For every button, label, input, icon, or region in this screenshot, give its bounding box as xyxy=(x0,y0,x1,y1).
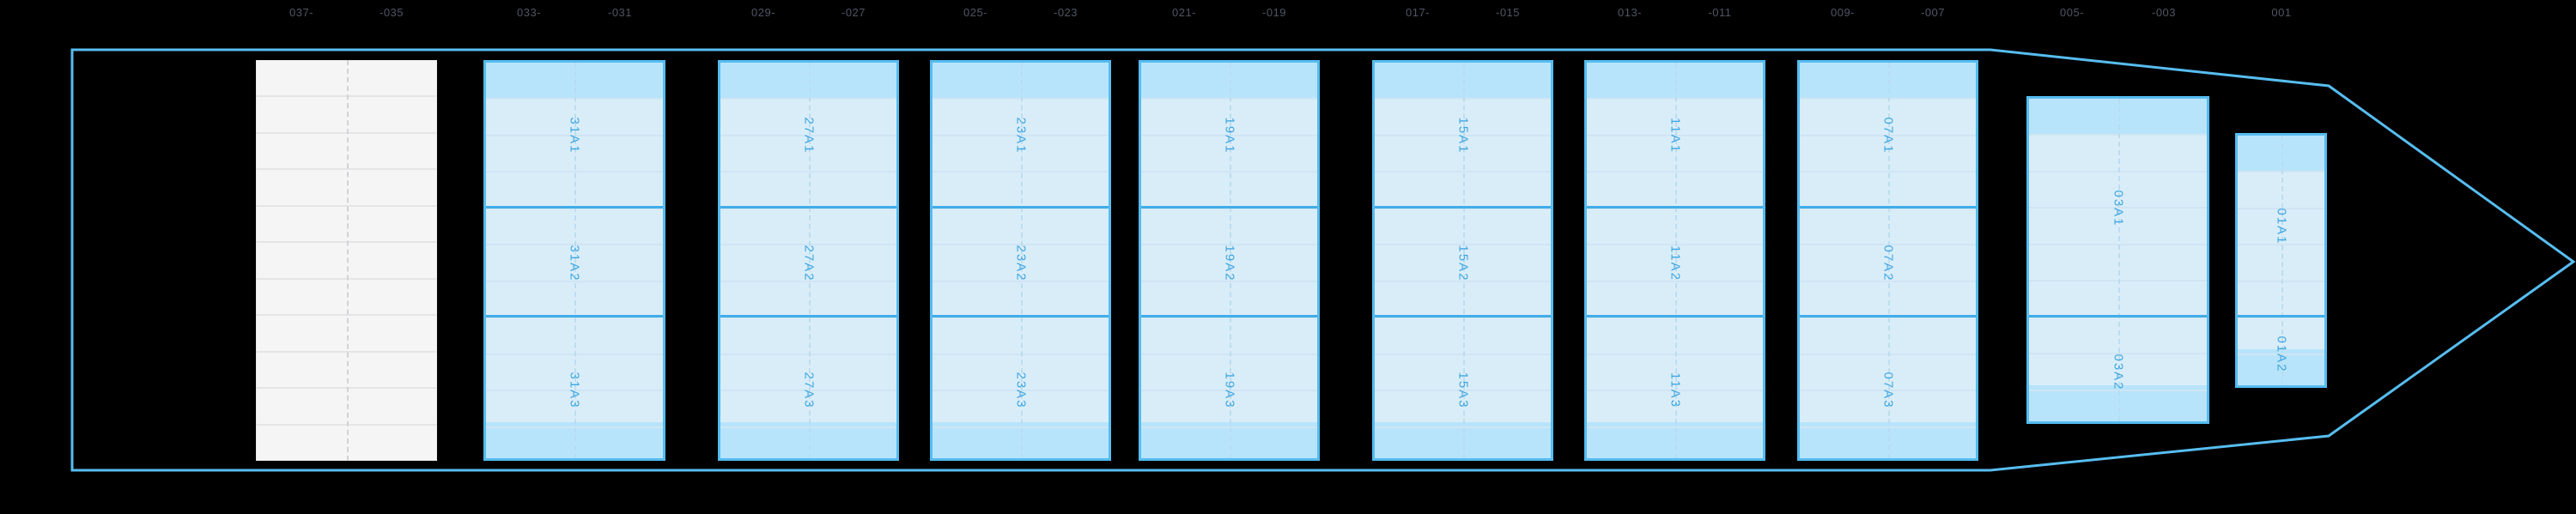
bay-section-label: 19A3 xyxy=(1222,372,1236,409)
bay-section-label: 11A3 xyxy=(1668,372,1682,408)
bay-section-label: 27A1 xyxy=(801,117,816,154)
bay-center-dash xyxy=(1020,63,1023,458)
bay-section-31A2[interactable]: 31A2 xyxy=(486,206,663,317)
bay-center-dash xyxy=(1674,63,1677,458)
bay-center-dash xyxy=(1887,63,1890,458)
ruler-label: -003 xyxy=(2151,6,2177,19)
bay-section-27A3[interactable]: 27A3 xyxy=(720,315,896,463)
bay-section-label: 15A1 xyxy=(1455,117,1470,154)
bay-section-07A1[interactable]: 07A1 xyxy=(1800,63,1976,209)
bay-center-dash xyxy=(2281,136,2283,385)
bay-section-15A3[interactable]: 15A3 xyxy=(1375,315,1551,463)
bay-center-dash xyxy=(1462,63,1465,458)
bay-section-label: 23A3 xyxy=(1013,372,1028,409)
bay-section-label: 19A2 xyxy=(1222,244,1236,282)
bay-section-label: 23A2 xyxy=(1013,244,1028,282)
bay-block-03: 03A1 03A2 xyxy=(2026,96,2209,424)
bay-section-11A1[interactable]: 11A1 xyxy=(1587,63,1763,209)
bay-section-11A3[interactable]: 11A3 xyxy=(1587,315,1763,463)
bay-section-07A2[interactable]: 07A2 xyxy=(1800,206,1976,317)
ruler-label: 009- xyxy=(1830,6,1856,19)
bay-block-01: 01A1 01A2 xyxy=(2235,133,2327,388)
bay-section-11A2[interactable]: 11A2 xyxy=(1587,206,1763,317)
bay-section-23A3[interactable]: 23A3 xyxy=(933,315,1109,463)
bay-section-label: 31A3 xyxy=(567,372,582,409)
bay-section-label: 31A1 xyxy=(567,117,582,154)
bay-section-01A2[interactable]: 01A2 xyxy=(2238,315,2324,390)
bay-block-23: 23A1 23A2 23A3 xyxy=(930,60,1111,461)
bay-section-03A1[interactable]: 03A1 xyxy=(2029,99,2207,317)
bay-section-label: 03A2 xyxy=(2111,353,2125,391)
bay-center-dash xyxy=(2117,99,2120,421)
bay-section-label: 19A1 xyxy=(1222,117,1236,154)
ruler-label: 001 xyxy=(2271,6,2292,19)
bay-block-31: 31A1 31A2 31A3 xyxy=(483,60,665,461)
bay-block-07: 07A1 07A2 07A3 xyxy=(1797,60,1978,461)
bay-center-dash xyxy=(1229,63,1231,458)
bay-block-15: 15A1 15A2 15A3 xyxy=(1372,60,1553,461)
bay-section-label: 07A1 xyxy=(1880,117,1895,154)
bay-section-23A2[interactable]: 23A2 xyxy=(933,206,1109,317)
bay-section-01A1[interactable]: 01A1 xyxy=(2238,136,2324,317)
ruler-label: -023 xyxy=(1053,6,1078,19)
bay-section-label: 11A1 xyxy=(1668,118,1682,154)
ruler-label: 033- xyxy=(516,6,542,19)
ruler-label: -011 xyxy=(1708,6,1732,19)
ruler-label: 037- xyxy=(289,6,314,19)
bay-section-03A2[interactable]: 03A2 xyxy=(2029,315,2207,426)
bay-section-label: 03A1 xyxy=(2111,189,2125,227)
bay-section-19A3[interactable]: 19A3 xyxy=(1141,315,1317,463)
bay-section-27A2[interactable]: 27A2 xyxy=(720,206,896,317)
ruler-label: 021- xyxy=(1171,6,1197,19)
ruler-label: 025- xyxy=(963,6,988,19)
bay-section-19A2[interactable]: 19A2 xyxy=(1141,206,1317,317)
bay-section-27A1[interactable]: 27A1 xyxy=(720,63,896,209)
bay-section-label: 23A1 xyxy=(1013,117,1028,154)
bay-section-15A1[interactable]: 15A1 xyxy=(1375,63,1551,209)
bay-section-31A3[interactable]: 31A3 xyxy=(486,315,663,463)
deckhouse-center-dash xyxy=(346,60,349,461)
ruler-label: -027 xyxy=(841,6,866,19)
deckhouse-block xyxy=(256,60,437,461)
bay-section-31A1[interactable]: 31A1 xyxy=(486,63,663,209)
bay-section-label: 31A2 xyxy=(567,244,582,282)
bay-section-label: 15A2 xyxy=(1455,244,1470,282)
hull-polygon xyxy=(70,48,2576,472)
ruler-label: -007 xyxy=(1920,6,1946,19)
bay-block-11: 11A1 11A2 11A3 xyxy=(1584,60,1765,461)
bay-block-27: 27A1 27A2 27A3 xyxy=(718,60,899,461)
ruler-label: 029- xyxy=(750,6,776,19)
bay-section-label: 01A2 xyxy=(2274,335,2288,373)
ruler-label: 005- xyxy=(2059,6,2085,19)
ruler-label: -019 xyxy=(1261,6,1287,19)
bay-section-label: 07A3 xyxy=(1880,372,1895,409)
bay-section-07A3[interactable]: 07A3 xyxy=(1800,315,1976,463)
bay-section-label: 27A2 xyxy=(801,244,816,282)
bay-section-label: 27A3 xyxy=(801,372,816,409)
bay-section-label: 07A2 xyxy=(1880,244,1895,282)
bay-section-label: 01A1 xyxy=(2274,208,2288,245)
ruler-label: 013- xyxy=(1617,6,1643,19)
bay-section-15A2[interactable]: 15A2 xyxy=(1375,206,1551,317)
bay-section-19A1[interactable]: 19A1 xyxy=(1141,63,1317,209)
ruler-label: -015 xyxy=(1495,6,1521,19)
ruler-label: 017- xyxy=(1405,6,1431,19)
bay-center-dash xyxy=(574,63,576,458)
bay-section-label: 15A3 xyxy=(1455,372,1470,409)
bay-section-label: 11A2 xyxy=(1668,245,1682,281)
ruler-label: -031 xyxy=(607,6,633,19)
bay-section-23A1[interactable]: 23A1 xyxy=(933,63,1109,209)
bay-block-19: 19A1 19A2 19A3 xyxy=(1139,60,1320,461)
bay-center-dash xyxy=(808,63,811,458)
ruler-label: -035 xyxy=(379,6,404,19)
